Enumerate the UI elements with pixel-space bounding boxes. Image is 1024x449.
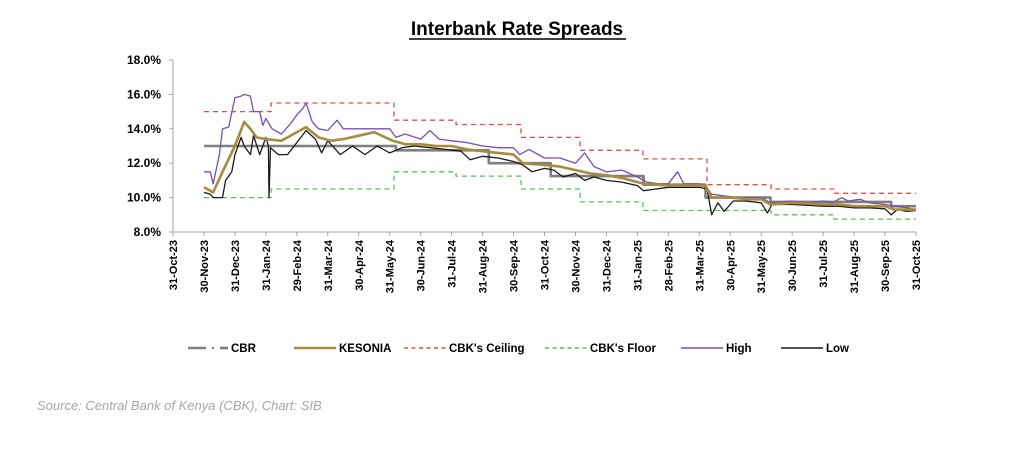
legend-item-cbk-s-ceiling: CBK's Ceiling xyxy=(404,343,525,355)
legend-item-cbk-s-floor: CBK's Floor xyxy=(545,343,657,355)
x-tick-label: 31-Oct-24 xyxy=(540,239,552,290)
series-line-high xyxy=(204,93,917,211)
x-tick-label: 31-May-25 xyxy=(756,240,768,293)
x-tick-label: 30-Sep-24 xyxy=(509,239,521,292)
x-tick-label: 31-Oct-23 xyxy=(168,240,180,290)
x-tick-label: 31-Dec-23 xyxy=(230,240,242,292)
x-tick-label: 31-Dec-24 xyxy=(601,239,613,292)
x-tick-label: 31-Jul-24 xyxy=(447,239,459,288)
x-tick-label: 31-Jul-25 xyxy=(818,240,830,288)
x-tick-label: 31-Oct-25 xyxy=(911,240,923,290)
legend-item-kesonia: KESONIA xyxy=(294,343,391,355)
legend-label: Low xyxy=(826,343,849,355)
x-tick-label: 31-Jan-25 xyxy=(632,240,644,291)
x-tick-label: 31-Aug-24 xyxy=(478,239,490,293)
x-tick-label: 31-Mar-24 xyxy=(323,239,335,291)
x-tick-label: 31-Mar-25 xyxy=(694,240,706,291)
series-line-cbk-s-floor xyxy=(204,171,916,220)
legend-item-high: High xyxy=(681,343,752,355)
legend-label: KESONIA xyxy=(339,343,391,355)
chart-title: Interbank Rate Spreads xyxy=(411,19,623,40)
series-line-cbk-s-ceiling xyxy=(204,102,916,194)
axes: 8.0% 10.0% 12.0% 14.0% 16.0% 18.0% 31-Oct-23 30… xyxy=(127,53,923,293)
x-tick-label: 30-Jun-24 xyxy=(416,239,428,291)
y-tick-label: 16.0% xyxy=(127,87,161,101)
x-tick-label: 30-Apr-25 xyxy=(725,240,737,291)
x-tick-label: 29-Feb-24 xyxy=(292,239,304,291)
legend: CBR KESONIA CBK's Ceiling CBK's Floor High Lo… xyxy=(188,343,849,355)
y-tick-label: 8.0% xyxy=(134,225,162,239)
legend-label: CBK's Floor xyxy=(590,343,657,355)
legend-label: CBK's Ceiling xyxy=(449,343,525,355)
x-tick-label: 30-Apr-24 xyxy=(354,239,366,291)
y-tick-label: 10.0% xyxy=(127,191,161,205)
x-tick-label: 30-Nov-24 xyxy=(570,239,582,292)
y-tick-label: 18.0% xyxy=(127,53,161,67)
x-tick-label: 28-Feb-25 xyxy=(663,240,675,291)
x-tick-label: 31-Aug-25 xyxy=(849,240,861,293)
legend-label: High xyxy=(726,343,752,355)
x-tick-label: 30-Sep-25 xyxy=(880,240,892,292)
source-note: Source: Central Bank of Kenya (CBK), Cha… xyxy=(37,398,322,413)
x-tick-label: 30-Jun-25 xyxy=(787,240,799,291)
series-layer xyxy=(203,93,917,220)
legend-label: CBR xyxy=(231,343,257,355)
legend-item-low: Low xyxy=(781,343,849,355)
x-tick-label: 30-Nov-23 xyxy=(199,240,211,293)
x-tick-label: 31-May-24 xyxy=(385,239,397,293)
legend-item-cbr: CBR xyxy=(188,343,257,355)
x-tick-label: 31-Jan-24 xyxy=(261,239,273,291)
y-tick-label: 14.0% xyxy=(127,122,161,136)
y-tick-label: 12.0% xyxy=(127,156,161,170)
series-line-cbr xyxy=(204,144,916,208)
